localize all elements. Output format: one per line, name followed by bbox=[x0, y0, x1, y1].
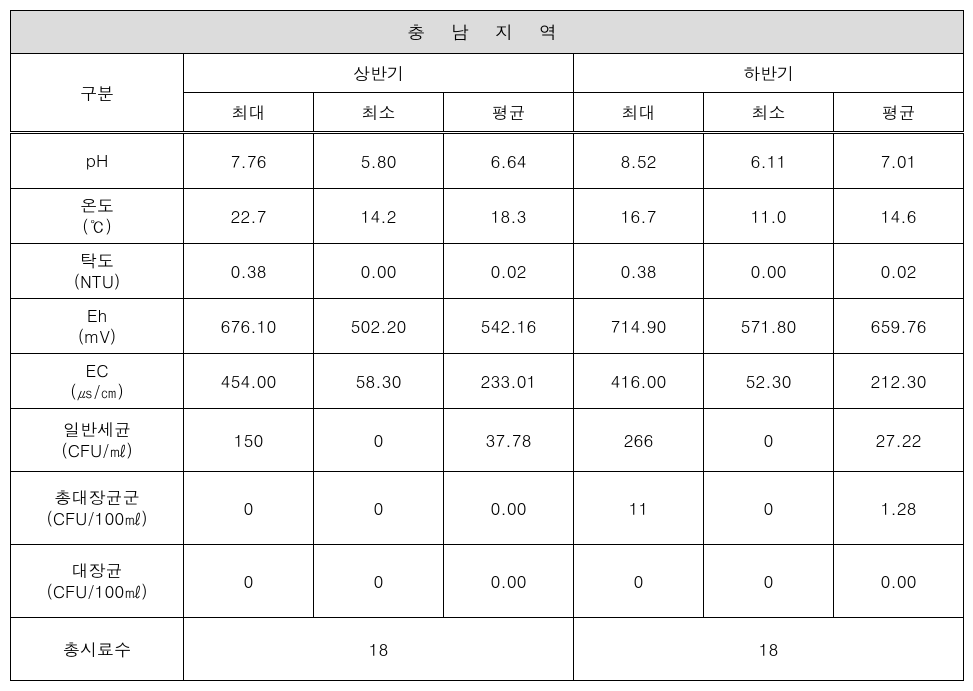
row-label-unit: (CFU/㎖) bbox=[61, 438, 133, 462]
cell: 714.90 bbox=[574, 299, 704, 354]
row-label: 대장균 (CFU/100㎖) bbox=[11, 545, 184, 618]
cell: 8.52 bbox=[574, 133, 704, 189]
header-first-half: 상반기 bbox=[184, 54, 574, 93]
table-row: 일반세균 (CFU/㎖) 150 0 37.78 266 0 27.22 bbox=[11, 409, 964, 472]
cell: 58.30 bbox=[314, 354, 444, 409]
cell: 233.01 bbox=[444, 354, 574, 409]
row-label: 일반세균 (CFU/㎖) bbox=[11, 409, 184, 472]
cell: 37.78 bbox=[444, 409, 574, 472]
title-row: 충 남 지 역 bbox=[11, 11, 964, 54]
row-label-unit: (NTU) bbox=[74, 269, 121, 293]
table-row: 대장균 (CFU/100㎖) 0 0 0.00 0 0 0.00 bbox=[11, 545, 964, 618]
cell: 11.0 bbox=[704, 189, 834, 244]
cell: 18.3 bbox=[444, 189, 574, 244]
cell: 571.80 bbox=[704, 299, 834, 354]
cell: 659.76 bbox=[834, 299, 964, 354]
cell: 0.00 bbox=[314, 244, 444, 299]
header-h2-max: 최대 bbox=[574, 93, 704, 133]
header-row-1: 구분 상반기 하반기 bbox=[11, 54, 964, 93]
row-label: pH bbox=[11, 133, 184, 189]
cell: 0.02 bbox=[444, 244, 574, 299]
cell: 0 bbox=[184, 545, 314, 618]
row-label: Eh (mV) bbox=[11, 299, 184, 354]
sample-label: 총시료수 bbox=[11, 618, 184, 681]
cell: 0.00 bbox=[444, 472, 574, 545]
cell: 0.38 bbox=[184, 244, 314, 299]
row-label-unit: (CFU/100㎖) bbox=[46, 579, 147, 603]
cell: 0 bbox=[314, 545, 444, 618]
cell: 0 bbox=[314, 409, 444, 472]
cell: 0.00 bbox=[834, 545, 964, 618]
cell: 0.00 bbox=[704, 244, 834, 299]
cell: 150 bbox=[184, 409, 314, 472]
cell: 5.80 bbox=[314, 133, 444, 189]
cell: 27.22 bbox=[834, 409, 964, 472]
cell: 22.7 bbox=[184, 189, 314, 244]
row-label: 온도 (℃) bbox=[11, 189, 184, 244]
cell: 0 bbox=[574, 545, 704, 618]
table-row: pH 7.76 5.80 6.64 8.52 6.11 7.01 bbox=[11, 133, 964, 189]
header-h2-min: 최소 bbox=[704, 93, 834, 133]
row-label-unit: (mV) bbox=[78, 324, 117, 348]
cell: 542.16 bbox=[444, 299, 574, 354]
row-label-text: pH bbox=[86, 148, 109, 172]
header-category: 구분 bbox=[11, 54, 184, 133]
table-title: 충 남 지 역 bbox=[11, 11, 964, 54]
header-h2-avg: 평균 bbox=[834, 93, 964, 133]
cell: 6.11 bbox=[704, 133, 834, 189]
cell: 676.10 bbox=[184, 299, 314, 354]
row-label-unit: (℃) bbox=[82, 214, 112, 238]
sample-second-half: 18 bbox=[574, 618, 964, 681]
row-label: EC (㎲/㎝) bbox=[11, 354, 184, 409]
data-table: 충 남 지 역 구분 상반기 하반기 최대 최소 평균 최대 최소 평균 pH … bbox=[10, 10, 964, 681]
cell: 502.20 bbox=[314, 299, 444, 354]
cell: 454.00 bbox=[184, 354, 314, 409]
header-h1-max: 최대 bbox=[184, 93, 314, 133]
header-h1-min: 최소 bbox=[314, 93, 444, 133]
row-label-unit: (CFU/100㎖) bbox=[46, 506, 147, 530]
cell: 0.38 bbox=[574, 244, 704, 299]
header-h1-avg: 평균 bbox=[444, 93, 574, 133]
table-row: Eh (mV) 676.10 502.20 542.16 714.90 571.… bbox=[11, 299, 964, 354]
cell: 7.01 bbox=[834, 133, 964, 189]
table-row: EC (㎲/㎝) 454.00 58.30 233.01 416.00 52.3… bbox=[11, 354, 964, 409]
cell: 6.64 bbox=[444, 133, 574, 189]
cell: 1.28 bbox=[834, 472, 964, 545]
cell: 0.00 bbox=[444, 545, 574, 618]
cell: 0 bbox=[314, 472, 444, 545]
table-row: 탁도 (NTU) 0.38 0.00 0.02 0.38 0.00 0.02 bbox=[11, 244, 964, 299]
cell: 266 bbox=[574, 409, 704, 472]
cell: 0 bbox=[184, 472, 314, 545]
sample-first-half: 18 bbox=[184, 618, 574, 681]
cell: 7.76 bbox=[184, 133, 314, 189]
cell: 0.02 bbox=[834, 244, 964, 299]
cell: 0 bbox=[704, 472, 834, 545]
table-row: 총대장균군 (CFU/100㎖) 0 0 0.00 11 0 1.28 bbox=[11, 472, 964, 545]
row-label: 총대장균군 (CFU/100㎖) bbox=[11, 472, 184, 545]
cell: 16.7 bbox=[574, 189, 704, 244]
table-row: 온도 (℃) 22.7 14.2 18.3 16.7 11.0 14.6 bbox=[11, 189, 964, 244]
cell: 0 bbox=[704, 545, 834, 618]
cell: 0 bbox=[704, 409, 834, 472]
sample-row: 총시료수 18 18 bbox=[11, 618, 964, 681]
cell: 212.30 bbox=[834, 354, 964, 409]
row-label: 탁도 (NTU) bbox=[11, 244, 184, 299]
header-second-half: 하반기 bbox=[574, 54, 964, 93]
cell: 14.6 bbox=[834, 189, 964, 244]
cell: 416.00 bbox=[574, 354, 704, 409]
cell: 14.2 bbox=[314, 189, 444, 244]
row-label-unit: (㎲/㎝) bbox=[70, 379, 124, 403]
cell: 52.30 bbox=[704, 354, 834, 409]
cell: 11 bbox=[574, 472, 704, 545]
